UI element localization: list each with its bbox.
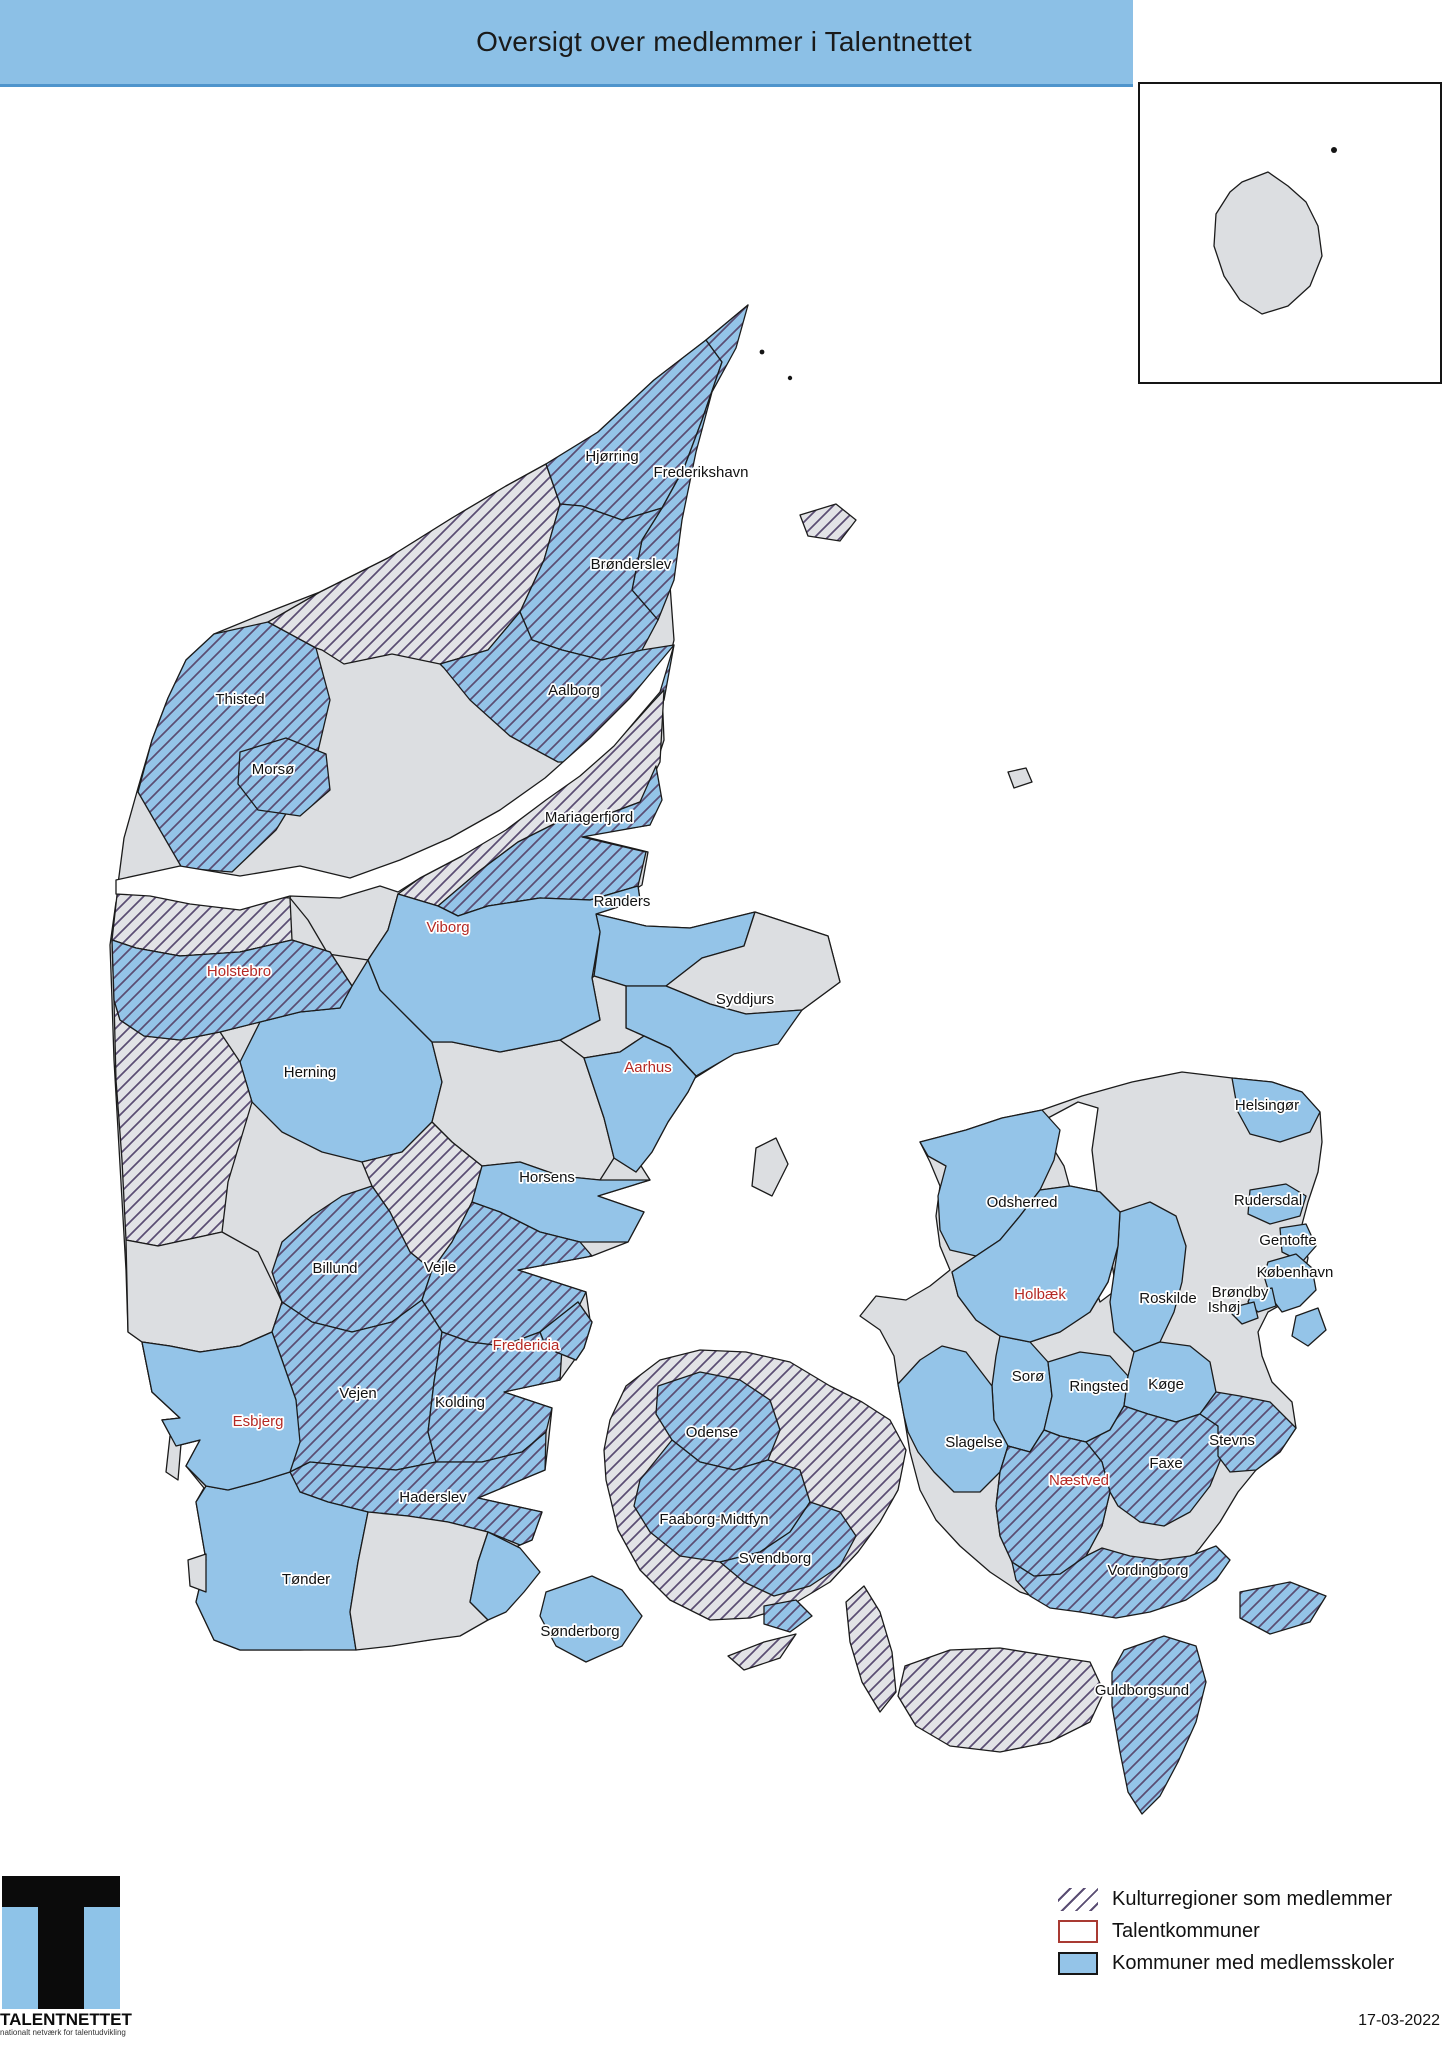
municipality-label: Syddjurs	[716, 991, 774, 1008]
region-roemoe	[187, 1553, 207, 1593]
municipality-label: Roskilde	[1139, 1290, 1197, 1307]
region-anholt	[1007, 767, 1033, 789]
municipality-label: Ishøj	[1208, 1299, 1241, 1316]
legend-label: Kulturregioner som medlemmer	[1112, 1888, 1393, 1910]
logo-t-stem-icon	[38, 1907, 84, 2009]
region-aabenraa	[349, 1511, 489, 1651]
municipality-label: Odsherred	[987, 1194, 1058, 1211]
region-svendborg	[719, 1501, 857, 1597]
municipality-label: Frederikshavn	[653, 464, 748, 481]
municipality-label: Mariagerfjord	[545, 809, 633, 826]
municipality-label: Viborg	[426, 919, 469, 936]
municipality-label: Køge	[1148, 1376, 1184, 1393]
municipality-label: Gentofte	[1259, 1232, 1317, 1249]
region-rudersdal	[1247, 1183, 1307, 1225]
region-hjoerring	[545, 339, 723, 521]
page-title: Oversigt over medlemmer i Talentnettet	[476, 26, 972, 57]
municipality-label: Aalborg	[548, 682, 600, 699]
municipality-label: Horsens	[519, 1169, 575, 1186]
region-soenderborg-mainland	[469, 1531, 541, 1621]
red-outline-swatch-icon	[1058, 1920, 1098, 1943]
municipality-label: Odense	[686, 1424, 739, 1441]
municipality-label: Randers	[594, 893, 651, 910]
region-roskilde	[1109, 1201, 1187, 1353]
logo-blue-right-icon	[84, 1907, 120, 2009]
municipality-label: Thisted	[215, 691, 264, 708]
municipality-label: Brønderslev	[591, 556, 672, 573]
legend-label: Talentkommuner	[1112, 1920, 1260, 1942]
region-langeland	[845, 1585, 897, 1713]
municipality-label: Brøndby	[1212, 1284, 1269, 1301]
region-kolding	[427, 1311, 577, 1463]
municipality-label: Tønder	[282, 1571, 330, 1588]
region-lolland	[897, 1647, 1105, 1753]
blue-fill-swatch-icon	[1058, 1952, 1098, 1975]
region-laesoe	[799, 503, 857, 542]
region-soenderborg-als	[539, 1575, 643, 1663]
logo-tagline: nationalt netværk for talentudvikling	[0, 2028, 126, 2037]
region-morsoe	[237, 737, 331, 817]
region-guldborgsund	[1111, 1635, 1207, 1815]
municipality-label: Aarhus	[624, 1059, 672, 1076]
municipality-labels-layer: Hjørring Frederikshavn Brønderslev Thisted M…	[205, 446, 1335, 1700]
region-stevns	[1199, 1391, 1297, 1473]
municipality-label: Billund	[312, 1260, 357, 1277]
municipality-label: Sønderborg	[540, 1623, 619, 1640]
legend-row-kulturregioner: Kulturregioner som medlemmer	[1058, 1888, 1448, 1911]
municipality-label: Faaborg-Midtfyn	[659, 1511, 768, 1528]
municipality-label: Hjørring	[585, 448, 638, 465]
municipality-label: Næstved	[1049, 1472, 1109, 1489]
legend-label: Kommuner med medlemsskoler	[1112, 1952, 1395, 1974]
region-gentofte	[1279, 1223, 1317, 1263]
municipality-label: Slagelse	[945, 1434, 1003, 1451]
municipality-label: Vejen	[339, 1385, 377, 1402]
small-islet	[787, 375, 793, 381]
municipality-label: Rudersdal	[1234, 1192, 1302, 1209]
logo-wordmark: TALENTNETTET	[0, 2010, 132, 2029]
municipality-label: Holbæk	[1014, 1286, 1066, 1303]
region-faaborg-midtfyn	[633, 1439, 811, 1563]
logo-blue-left-icon	[2, 1907, 38, 2009]
municipality-label: Esbjerg	[233, 1413, 284, 1430]
municipality-label: Kolding	[435, 1394, 485, 1411]
municipality-label: Sorø	[1012, 1368, 1045, 1385]
municipality-label: Stevns	[1209, 1432, 1255, 1449]
municipality-label: København	[1257, 1264, 1334, 1281]
region-samsoe	[751, 1137, 789, 1197]
talent-outline-esbjerg	[140, 1330, 302, 1492]
region-moen	[1239, 1581, 1327, 1635]
municipality-label: Ringsted	[1069, 1378, 1128, 1395]
region-amager	[1291, 1307, 1327, 1347]
municipality-label: Faxe	[1149, 1455, 1182, 1472]
municipality-label: Herning	[284, 1064, 337, 1081]
municipality-label: Vejle	[424, 1259, 457, 1276]
municipality-label: Holstebro	[207, 963, 271, 980]
hatch-swatch-icon	[1058, 1888, 1098, 1911]
municipality-label: Helsingør	[1235, 1097, 1299, 1114]
municipality-label: Guldborgsund	[1095, 1682, 1189, 1699]
region-taasinge	[763, 1599, 813, 1633]
limfjord-water	[115, 644, 675, 911]
legend-row-medlemsskoler: Kommuner med medlemsskoler	[1058, 1952, 1448, 1975]
region-aeroe	[727, 1633, 797, 1671]
legend-row-talentkommuner: Talentkommuner	[1058, 1920, 1448, 1943]
region-helsingoer	[1231, 1077, 1321, 1143]
region-bornholm	[1213, 171, 1323, 315]
region-koebenhavn	[1263, 1253, 1317, 1313]
hirsholmene-islet	[759, 349, 765, 355]
logo-t-bar-icon	[2, 1876, 120, 1907]
title-bar	[0, 0, 1133, 87]
region-ishoej	[1231, 1301, 1259, 1325]
municipality-label: Morsø	[252, 761, 295, 778]
legend: Kulturregioner som medlemmer Talentkommu…	[1058, 1888, 1448, 1984]
date-stamp: 17-03-2022	[1358, 2012, 1440, 2029]
municipality-label: Fredericia	[493, 1337, 560, 1354]
talentnettet-logo: TALENTNETTET nationalt netværk for talen…	[0, 1876, 132, 2037]
municipality-label: Vordingborg	[1108, 1562, 1189, 1579]
municipality-label: Svendborg	[739, 1550, 812, 1567]
municipality-label: Haderslev	[399, 1489, 467, 1506]
ertholmene-islet	[1331, 147, 1337, 153]
